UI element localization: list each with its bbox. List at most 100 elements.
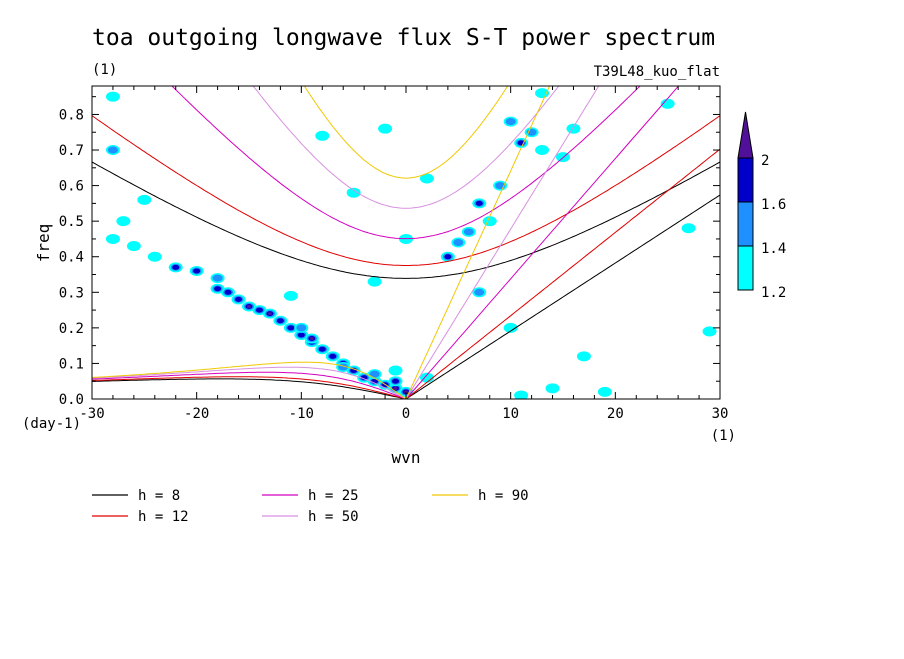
- x-tick-label: 30: [712, 406, 729, 422]
- x-tick-label: -20: [184, 406, 209, 422]
- spectrum-patch-inner: [287, 325, 295, 331]
- y-tick-label: 0.2: [59, 321, 84, 337]
- spectrum-patch-mid: [369, 370, 380, 378]
- kelvin-wave-curve: [405, 86, 551, 399]
- spectrum-patch-mid: [505, 118, 516, 126]
- dispersion-curves: [92, 86, 720, 399]
- legend-label: h = 50: [308, 509, 359, 525]
- y-tick-label: 0.1: [59, 356, 84, 372]
- spectrum-patch-outer: [503, 322, 518, 333]
- spectrum-patch-inner: [255, 307, 263, 313]
- y-tick-label: 0.4: [59, 250, 84, 266]
- y-axis-label: freq: [34, 224, 53, 263]
- rossby-wave-curve: [92, 376, 407, 399]
- spectrum-patch-outer: [283, 290, 298, 301]
- x-tick-label: 0: [402, 406, 410, 422]
- spectrum-patch-outer: [116, 216, 131, 227]
- spectrum-patch-outer: [597, 386, 612, 397]
- colorbar-band: [737, 245, 754, 291]
- gravity-wave-curve: [92, 115, 720, 266]
- y-tick-label: 0.8: [59, 107, 84, 123]
- y-tick-label: 0.7: [59, 143, 84, 159]
- spectrum-patch-outer: [514, 390, 529, 399]
- spectrum-patch-core: [267, 312, 272, 316]
- spectrum-patch-outer: [660, 98, 675, 109]
- spectrum-patch-outer: [576, 351, 591, 362]
- x-unit-label: (1): [711, 428, 736, 444]
- colorbar-top-triangle: [737, 111, 754, 159]
- chart-title: toa outgoing longwave flux S-T power spe…: [92, 25, 715, 51]
- colorbar-label: 2: [761, 153, 769, 169]
- x-axis-label: wvn: [392, 448, 421, 467]
- spectrum-patch-inner: [360, 375, 368, 381]
- spectrum-patch-inner: [475, 200, 483, 206]
- spectrum-patch-outer: [346, 187, 361, 198]
- rossby-wave-curve: [92, 366, 407, 399]
- spectrum-patch-mid: [463, 228, 474, 236]
- spectrum-patch-inner: [276, 318, 284, 324]
- spectrum-patch-outer: [535, 145, 550, 156]
- spectrum-patch-outer: [419, 173, 434, 184]
- spectrum-patch-outer: [482, 216, 497, 227]
- spectrum-patch-mid: [296, 324, 307, 332]
- legend-label: h = 12: [138, 509, 189, 525]
- x-tick-label: -30: [79, 406, 104, 422]
- spectrum-patch-inner: [172, 264, 180, 270]
- x-tick-label: -10: [289, 406, 314, 422]
- spectrum-patch-outer: [367, 276, 382, 287]
- kelvin-wave-curve: [405, 86, 600, 399]
- spectrum-patch-core: [309, 337, 314, 341]
- legend-label: h = 90: [478, 488, 529, 504]
- gravity-wave-curve: [252, 86, 560, 209]
- spectrum-patch-outer: [315, 130, 330, 141]
- spectrum-patch-core: [393, 386, 398, 390]
- kelvin-wave-curve: [405, 86, 680, 399]
- spectrum-patch-core: [247, 305, 251, 309]
- spectrum-patch-outer: [681, 223, 696, 234]
- rossby-wave-curve: [92, 371, 407, 399]
- spectrum-patch-outer: [137, 194, 152, 205]
- title-unit: (1): [92, 62, 117, 78]
- spectrum-patch-inner: [329, 353, 337, 359]
- y-tick-label: 0.3: [59, 285, 84, 301]
- colorbar: 1.2 1.4 1.6 2: [737, 111, 786, 301]
- colorbar-label: 1.4: [761, 241, 786, 257]
- spectrum-patch-outer: [702, 326, 717, 337]
- gravity-wave-curve: [303, 86, 509, 179]
- y-tick-label: 0.0: [59, 392, 84, 408]
- experiment-name: T39L48_kuo_flat: [594, 64, 720, 80]
- colorbar-band: [737, 201, 754, 247]
- spectrum-patch-mid: [107, 146, 118, 154]
- spectrum-patch-mid: [212, 274, 223, 282]
- spectrum-patch-inner: [297, 332, 305, 338]
- y-unit-label: (day-1): [22, 416, 81, 432]
- y-axis: 0.0 0.1 0.2 0.3 0.4 0.5 0.6 0.7 0.8: [59, 96, 720, 408]
- spectrum-patch-inner: [444, 254, 452, 260]
- spectrum-patch-outer: [535, 88, 550, 99]
- spectrum-patch-outer: [388, 365, 403, 376]
- x-tick-label: 10: [502, 406, 519, 422]
- legend: h = 8 h = 12 h = 25 h = 50 h = 90: [92, 488, 529, 525]
- y-tick-label: 0.5: [59, 214, 84, 230]
- spectrum-patch-inner: [392, 378, 400, 384]
- legend-label: h = 25: [308, 488, 359, 504]
- x-tick-label: 20: [607, 406, 624, 422]
- spectrum-patch-outer: [105, 91, 120, 102]
- spectrum-patch-mid: [474, 288, 485, 296]
- rossby-wave-curve: [92, 378, 407, 399]
- spectrum-patch-outer: [545, 383, 560, 394]
- spectrum-patch-outer: [105, 233, 120, 244]
- gravity-wave-curve: [171, 86, 641, 240]
- spectrum-patch-inner: [235, 296, 243, 302]
- spectrum-patch-outer: [566, 123, 581, 134]
- colorbar-label: 1.2: [761, 285, 786, 301]
- kelvin-wave-curve: [405, 194, 720, 399]
- spectrum-patch-outer: [126, 241, 141, 252]
- colorbar-label: 1.6: [761, 197, 786, 213]
- gravity-wave-curve: [92, 161, 720, 279]
- spectrum-patch-inner: [224, 289, 232, 295]
- y-tick-label: 0.6: [59, 179, 84, 195]
- spectrum-patch-mid: [453, 239, 464, 246]
- legend-label: h = 8: [138, 488, 180, 504]
